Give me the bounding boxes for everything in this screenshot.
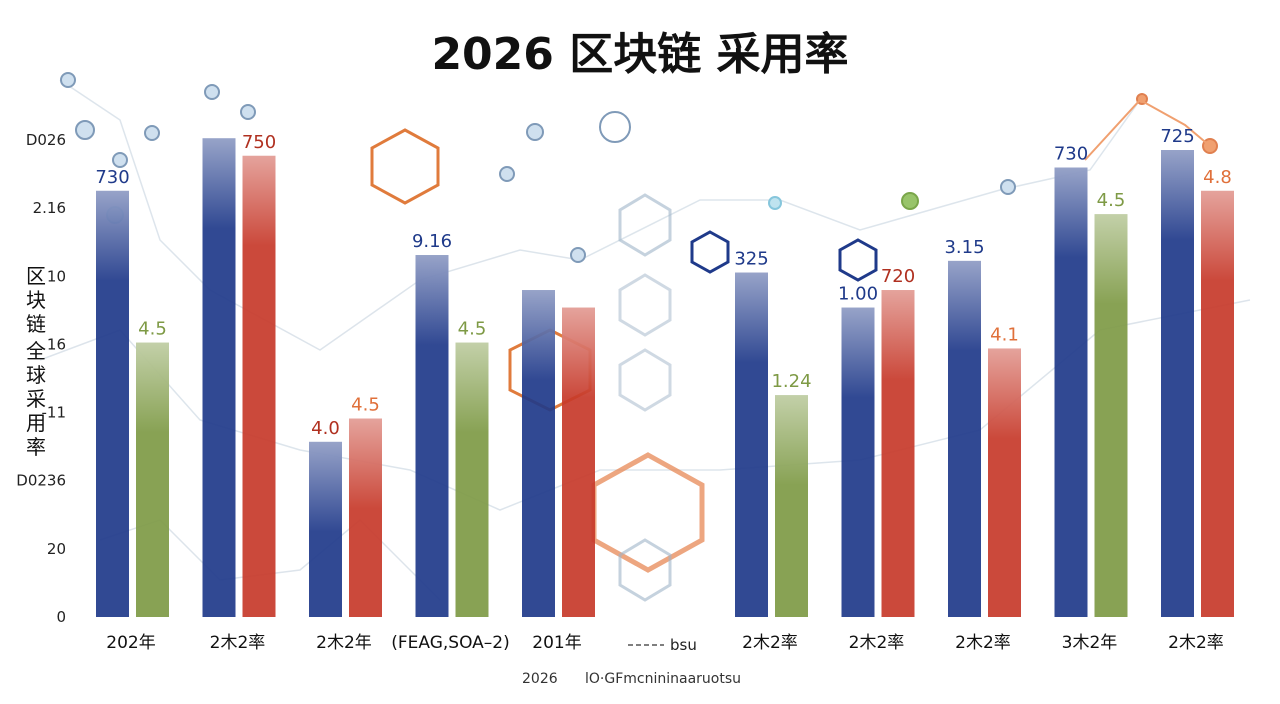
x-category-label: 2⽊2率 [742,633,798,653]
data-label: 725 [1160,126,1194,147]
footer-left: 2026 [522,671,558,687]
y-tick-label: D0236 [16,472,66,490]
data-label: 4.1 [990,324,1019,345]
y-tick-label: -11 [42,404,67,422]
y-axis-label-char: 全 [26,339,46,363]
chart-title: 2026 区块链 采用率 [431,29,849,80]
x-category-label: 2⽊2率 [849,633,905,653]
decorative-orange-trend [1084,98,1211,161]
data-label: 730 [95,167,129,188]
legend-text: bsu [670,636,697,654]
bar-highlight [1054,167,1088,258]
bar-highlight [522,290,555,381]
x-axis-categories: 202年 2⽊2率 2⽊2年 (FEAG,SOA–2) 201年 2⽊2率 2⽊2率 2⽊2率… [106,633,1224,653]
bar-highlight [948,260,981,351]
footer-right: lO·GFmcnininaaruotsu [585,671,741,687]
data-label: 3.15 [944,237,984,258]
data-label: 4.5 [351,395,380,416]
bar-highlight [309,441,342,532]
y-tick-label: 2.16 [33,199,66,217]
data-label: 1.00 [838,284,878,305]
data-label: 4.0 [311,418,340,439]
x-category-label: 2⽊2率 [1168,633,1224,653]
data-label: 4.8 [1203,167,1232,188]
bar-highlight [775,395,808,486]
x-category-label: 201年 [532,633,581,653]
legend: bsu [628,636,697,654]
y-axis-label-char: 用 [26,411,46,435]
y-tick-label: D026 [26,131,66,149]
y-tick-label: 20 [47,540,66,558]
y-axis-label-char: 区 [26,264,46,288]
y-axis-label-char: 链 [26,312,46,336]
data-label: 730 [1054,144,1088,165]
y-axis-label-char: 块 [26,288,46,312]
x-category-label: 202年 [106,633,155,653]
bar-highlight [202,138,236,229]
bar-highlight [1161,150,1194,240]
bar-highlight [96,190,129,281]
bar-highlight [841,307,875,398]
bar-highlight [562,307,595,398]
x-category-label: 3⽊2年 [1062,633,1118,653]
data-label: 325 [734,249,768,270]
data-label: 720 [881,266,915,287]
data-label: 4.5 [138,319,167,340]
y-tick-label: 16 [47,335,66,353]
y-axis-label-char: 率 [26,435,46,459]
bar-highlight [881,290,915,381]
bar-highlight [349,418,382,509]
data-label: 4.5 [458,319,487,340]
data-label: 1.24 [771,371,811,392]
x-category-label: 2⽊2年 [316,633,372,653]
y-axis-ticks: 0 20 D0236 -11 16 10 2.16 D026 [16,131,66,626]
x-category-label: (FEAG,SOA–2) [391,633,510,653]
data-label: 9.16 [412,231,452,252]
y-axis-label-char: 采 [26,387,46,411]
y-axis-label-char: 球 [26,363,46,387]
bar-highlight [1201,190,1234,281]
y-tick-label: 0 [56,608,66,626]
bar-highlight [415,255,449,346]
y-tick-label: 10 [47,267,66,285]
bar-highlight [988,348,1021,439]
bar-highlight [136,342,169,433]
x-category-label: 2⽊2率 [210,633,266,653]
bar-highlight [242,155,276,246]
bar-highlight [735,272,768,363]
x-category-label: 2⽊2率 [955,633,1011,653]
data-label: 750 [242,132,276,153]
bars-group [96,138,1234,618]
decorative-hexagons [370,128,878,602]
bar-highlight [1094,214,1128,305]
bar-highlight [455,342,489,433]
data-label: 4.5 [1097,190,1126,211]
